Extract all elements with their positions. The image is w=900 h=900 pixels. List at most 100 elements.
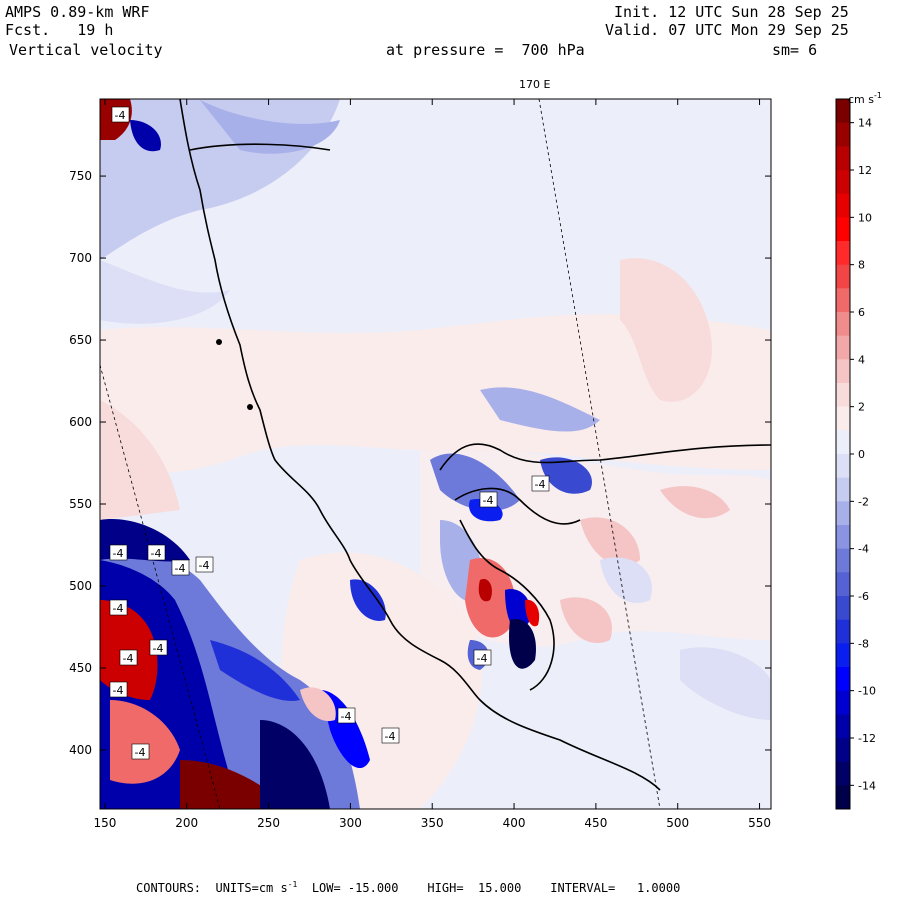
contour-label: -4 bbox=[113, 602, 124, 615]
colorbar-swatch bbox=[836, 714, 850, 739]
contour-label: -4 bbox=[115, 109, 126, 122]
colorbar-swatch bbox=[836, 406, 850, 431]
contour-units: CONTOURS: UNITS=cm s bbox=[136, 881, 288, 895]
valid-time: Valid. 07 UTC Mon 29 Sep 25 bbox=[605, 21, 849, 39]
meridian-170e bbox=[538, 99, 661, 809]
x-axis: 150 200 250 300 350 400 450 500 550 bbox=[93, 99, 771, 830]
colorbar-swatch bbox=[836, 643, 850, 668]
colorbar-label: 10 bbox=[858, 211, 872, 224]
colorbar-swatch bbox=[836, 170, 850, 195]
colorbar-swatch bbox=[836, 264, 850, 289]
contour-label-box bbox=[109, 544, 128, 561]
x-tick-label: 150 bbox=[93, 816, 116, 830]
contour-interval: INTERVAL= 1.0000 bbox=[550, 881, 681, 895]
meridian-line bbox=[100, 364, 221, 809]
y-tick-label: 650 bbox=[69, 333, 92, 347]
colorbar-swatch bbox=[836, 383, 850, 408]
colorbar-label: 0 bbox=[858, 448, 865, 461]
y-tick-label: 500 bbox=[69, 579, 92, 593]
y-axis: 750 700 650 600 550 500 450 400 bbox=[69, 169, 771, 757]
colorbar-label: 12 bbox=[858, 164, 872, 177]
x-tick-label: 500 bbox=[666, 816, 689, 830]
colorbar-label: -12 bbox=[858, 732, 876, 745]
contour-label: -4 bbox=[175, 562, 186, 575]
colorbar-swatch bbox=[836, 454, 850, 479]
y-tick-label: 450 bbox=[69, 661, 92, 675]
colorbar-swatch bbox=[836, 525, 850, 550]
colorbar-label: -14 bbox=[858, 779, 876, 792]
island-marker bbox=[247, 404, 253, 410]
colorbar-swatch bbox=[836, 548, 850, 573]
contour-info: CONTOURS: UNITS=cm s-1 LOW= -15.000 HIGH… bbox=[136, 880, 680, 895]
vertical-velocity-field bbox=[100, 99, 771, 809]
contour-label-box bbox=[109, 599, 128, 616]
init-time: Init. 12 UTC Sun 28 Sep 25 bbox=[614, 3, 849, 21]
contour-label: -4 bbox=[135, 746, 146, 759]
contour-label: -4 bbox=[477, 652, 488, 665]
contour-label: -4 bbox=[199, 559, 210, 572]
contour-label-box bbox=[149, 639, 168, 656]
colorbar-swatch bbox=[836, 359, 850, 384]
model-title: AMPS 0.89-km WRF bbox=[5, 3, 150, 21]
colorbar-label: 4 bbox=[858, 353, 865, 366]
colorbar-swatch bbox=[836, 193, 850, 218]
colorbar-swatch bbox=[836, 122, 850, 147]
colorbar-units: cm s-1 bbox=[848, 91, 882, 106]
colorbar-label: -2 bbox=[858, 495, 869, 508]
contour-label: -4 bbox=[153, 642, 164, 655]
colorbar-label: -8 bbox=[858, 637, 869, 650]
contour-label-box bbox=[109, 681, 128, 698]
contour-label: -4 bbox=[385, 730, 396, 743]
contour-label-box bbox=[171, 559, 190, 576]
colorbar-label: -10 bbox=[858, 685, 876, 698]
contour-label-box bbox=[119, 649, 138, 666]
x-tick-label: 300 bbox=[339, 816, 362, 830]
colorbar-swatch bbox=[836, 785, 850, 810]
colorbar-label: -4 bbox=[858, 543, 869, 556]
contour-label-box bbox=[479, 491, 498, 508]
contour-label-box bbox=[111, 106, 130, 123]
meridian-label: 170 E bbox=[519, 78, 551, 91]
contour-label-box bbox=[337, 707, 356, 724]
colorbar-label: 2 bbox=[858, 401, 865, 414]
contour-label: -4 bbox=[535, 478, 546, 491]
colorbar-swatch bbox=[836, 619, 850, 644]
forecast-hour: Fcst. 19 h bbox=[5, 21, 114, 39]
contour-label: -4 bbox=[113, 684, 124, 697]
colorbar: 14 12 10 8 6 4 2 0 -2 -4 -6 -8 -10 -12 -14 bbox=[835, 98, 876, 810]
colorbar-swatch bbox=[836, 146, 850, 171]
contour-label: -4 bbox=[483, 494, 494, 507]
colorbar-label: 8 bbox=[858, 259, 865, 272]
contour-high: HIGH= 15.000 bbox=[427, 881, 522, 895]
y-tick-label: 400 bbox=[69, 743, 92, 757]
contour-label-box bbox=[147, 544, 166, 561]
contour-label-box bbox=[131, 743, 150, 760]
y-tick-label: 750 bbox=[69, 169, 92, 183]
contour-label: -4 bbox=[123, 652, 134, 665]
colorbar-swatch bbox=[836, 690, 850, 715]
colorbar-swatch bbox=[836, 477, 850, 502]
colorbar-swatch bbox=[836, 761, 850, 786]
colorbar-label: -6 bbox=[858, 590, 869, 603]
contour-label-box bbox=[195, 556, 214, 573]
contour-low: LOW= -15.000 bbox=[311, 881, 399, 895]
coastline bbox=[179, 99, 771, 791]
colorbar-swatch bbox=[836, 596, 850, 621]
contour-label: -4 bbox=[151, 547, 162, 560]
x-tick-label: 550 bbox=[748, 816, 771, 830]
colorbar-swatch bbox=[836, 312, 850, 337]
x-tick-label: 400 bbox=[503, 816, 526, 830]
field-name: Vertical velocity bbox=[9, 41, 163, 59]
colorbar-swatch bbox=[836, 572, 850, 597]
colorbar-swatch bbox=[836, 288, 850, 313]
colorbar-label: 6 bbox=[858, 306, 865, 319]
colorbar-swatch bbox=[836, 501, 850, 526]
x-tick-label: 250 bbox=[257, 816, 280, 830]
contour-label-box bbox=[381, 727, 400, 744]
colorbar-swatch bbox=[836, 99, 850, 124]
x-tick-label: 450 bbox=[584, 816, 607, 830]
island-marker bbox=[216, 339, 222, 345]
y-tick-label: 700 bbox=[69, 251, 92, 265]
x-tick-label: 350 bbox=[421, 816, 444, 830]
